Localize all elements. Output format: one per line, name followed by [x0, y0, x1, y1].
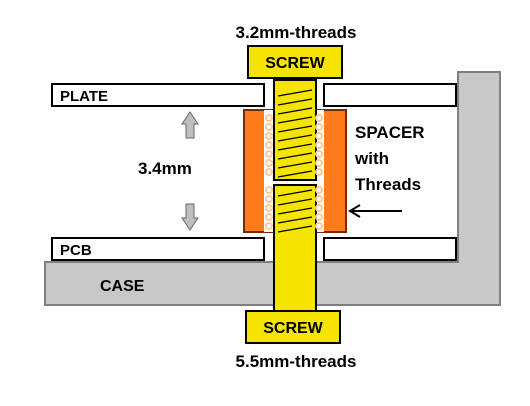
bottom-screw-threads: [277, 189, 313, 233]
case-body: [44, 71, 501, 306]
spacer-label-line2: with: [354, 149, 389, 168]
top-screw-head: [247, 45, 343, 79]
plate-right: [323, 83, 457, 107]
gap-arrow-down-icon: [181, 203, 199, 231]
gap-label: 3.4mm: [138, 159, 192, 178]
spacer-pointer-arrow-icon: [348, 204, 402, 218]
top-screw-shaft: [273, 79, 317, 181]
gap-arrow-up-icon: [181, 111, 199, 139]
spacer-thread-coils: [265, 114, 323, 230]
plate-label: PLATE: [60, 88, 108, 105]
pcb-left: [51, 237, 265, 261]
pcb-right: [323, 237, 457, 261]
spacer-label-line3: Threads: [355, 175, 421, 194]
pcb-label: PCB: [60, 242, 92, 259]
spacer-label-line1: SPACER: [355, 123, 425, 142]
bottom-screw-head: [245, 310, 341, 344]
top-thread-label: 3.2mm-threads: [236, 23, 357, 42]
bottom-screw-label: SCREW: [263, 320, 323, 337]
top-screw-threads: [277, 89, 313, 178]
bottom-screw-shaft: [273, 184, 317, 312]
plate-left: [51, 83, 265, 107]
bottom-thread-label: 5.5mm-threads: [236, 352, 357, 371]
case-label: CASE: [100, 278, 145, 295]
top-screw-label: SCREW: [265, 55, 325, 72]
